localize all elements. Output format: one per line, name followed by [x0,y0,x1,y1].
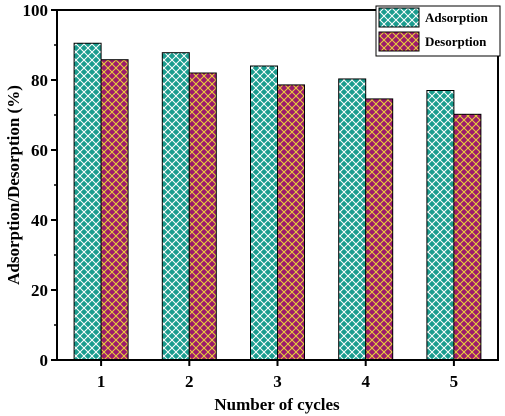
legend: Adsorption Desorption [375,5,501,57]
x-axis-title: Number of cycles [214,395,340,414]
x-tick-label: 4 [361,372,370,391]
bar-adsorption-cycle-2 [161,52,190,361]
bar-desorption-cycle-1 [100,59,129,361]
x-tick-label: 5 [450,372,459,391]
legend-label-desorption: Desorption [425,34,487,49]
y-axis-ticks: 0 20 40 60 80 100 [23,1,57,370]
y-tick-label: 60 [31,141,48,160]
y-axis-title: Adsorption/Desorption (%) [4,85,23,285]
bar-adsorption-cycle-1 [73,42,102,361]
plot-frame [56,9,499,361]
bars-group [73,42,482,361]
y-tick-label: 0 [40,351,49,370]
legend-swatch-desorption [378,31,420,52]
bar-adsorption-cycle-5 [426,90,455,361]
x-tick-label: 1 [97,372,106,391]
bar-desorption-cycle-5 [453,113,482,361]
x-tick-label: 2 [185,372,194,391]
x-axis-ticks: 1 2 3 4 5 [97,360,458,391]
legend-swatch-adsorption [378,7,420,28]
bar-desorption-cycle-4 [365,98,394,361]
x-tick-label: 3 [273,372,282,391]
bar-adsorption-cycle-4 [338,78,367,361]
bar-adsorption-cycle-3 [250,65,278,361]
legend-label-adsorption: Adsorption [425,10,489,25]
y-tick-label: 20 [31,281,48,300]
y-tick-label: 40 [31,211,48,230]
y-tick-label: 80 [31,71,48,90]
bar-desorption-cycle-2 [188,72,217,361]
y-tick-label: 100 [23,1,49,20]
bar-desorption-cycle-3 [277,84,305,361]
